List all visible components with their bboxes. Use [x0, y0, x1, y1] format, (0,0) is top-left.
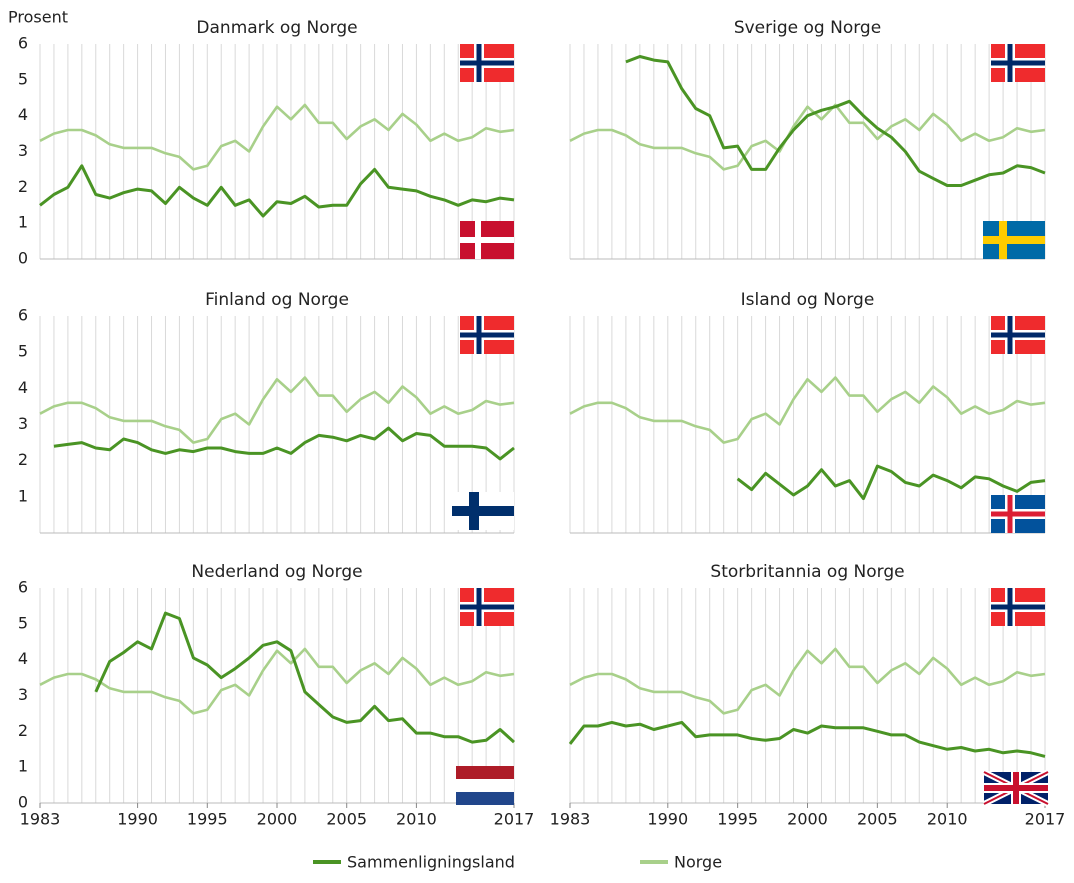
- flag-se: [983, 221, 1045, 259]
- legend-label: Norge: [674, 853, 722, 872]
- series-line: [569, 647, 1046, 715]
- series-line: [53, 426, 515, 461]
- x-tick-label: 1990: [117, 810, 158, 829]
- flag-no: [460, 44, 514, 82]
- series-line: [39, 164, 515, 218]
- x-tick-label: 2005: [326, 810, 367, 829]
- x-tick-label: 2017: [494, 810, 535, 829]
- y-tick-label: 6: [18, 306, 28, 325]
- chart-title: Storbritannia og Norge: [710, 562, 904, 582]
- flag-no: [991, 44, 1045, 82]
- x-tick-label: 2010: [396, 810, 437, 829]
- flag-part: [991, 332, 1045, 338]
- y-tick-label: 2: [18, 177, 28, 196]
- flag-dk: [460, 221, 514, 259]
- flag-part: [456, 792, 514, 805]
- series-line: [94, 611, 516, 744]
- flag-uk: [982, 769, 1050, 807]
- y-tick-label: 5: [18, 613, 28, 632]
- flag-part: [452, 506, 514, 516]
- flag-nl: [456, 766, 514, 805]
- y-tick-label: 6: [18, 34, 28, 53]
- chart-title: Nederland og Norge: [191, 562, 362, 582]
- y-tick-label: 6: [18, 578, 28, 597]
- series-line: [625, 55, 1046, 187]
- chart-title: Sverige og Norge: [734, 18, 881, 38]
- series-line: [39, 647, 515, 715]
- flag-part: [991, 511, 1045, 517]
- flag-is: [991, 495, 1045, 533]
- flag-no: [460, 588, 514, 626]
- y-tick-label: 4: [18, 105, 28, 124]
- series-line: [39, 103, 515, 171]
- x-tick-label: 1995: [717, 810, 758, 829]
- chart-title: Danmark og Norge: [196, 18, 357, 38]
- x-tick-label: 2000: [787, 810, 828, 829]
- y-tick-label: 5: [18, 342, 28, 361]
- flag-fi: [452, 492, 514, 530]
- y-tick-label: 1: [18, 757, 28, 776]
- flag-no: [991, 588, 1045, 626]
- flag-no: [991, 316, 1045, 354]
- x-tick-label: 1995: [187, 810, 228, 829]
- series-line: [569, 103, 1046, 171]
- flag-part: [460, 237, 514, 243]
- flag-part: [456, 779, 514, 792]
- chart-title: Island og Norge: [741, 290, 875, 310]
- y-axis-label: Prosent: [8, 8, 68, 27]
- y-tick-label: 4: [18, 649, 28, 668]
- y-tick-label: 1: [18, 486, 28, 505]
- y-tick-label: 4: [18, 378, 28, 397]
- x-tick-label: 1983: [550, 810, 591, 829]
- series-line: [569, 376, 1046, 444]
- y-tick-label: 3: [18, 685, 28, 704]
- flag-part: [460, 604, 514, 610]
- series-line: [568, 720, 1046, 758]
- y-tick-label: 3: [18, 414, 28, 433]
- x-tick-label: 2005: [857, 810, 898, 829]
- flag-part: [991, 604, 1045, 610]
- flag-no: [460, 316, 514, 354]
- y-tick-label: 5: [18, 69, 28, 88]
- series-line: [736, 464, 1046, 501]
- chart-title: Finland og Norge: [205, 290, 349, 310]
- flag-part: [460, 332, 514, 338]
- y-tick-label: 2: [18, 721, 28, 740]
- x-tick-label: 1983: [20, 810, 61, 829]
- y-tick-label: 3: [18, 141, 28, 160]
- y-tick-label: 2: [18, 450, 28, 469]
- x-tick-label: 2017: [1025, 810, 1066, 829]
- y-tick-label: 1: [18, 213, 28, 232]
- legend-label: Sammenligningsland: [347, 853, 515, 872]
- y-tick-label: 0: [18, 793, 28, 812]
- flag-part: [460, 60, 514, 66]
- y-tick-label: 0: [18, 249, 28, 268]
- flag-part: [991, 60, 1045, 66]
- series-line: [39, 376, 515, 444]
- flag-part: [456, 766, 514, 779]
- x-tick-label: 1990: [647, 810, 688, 829]
- flag-part: [984, 785, 1048, 791]
- x-tick-label: 2010: [927, 810, 968, 829]
- x-tick-label: 2000: [257, 810, 298, 829]
- flag-part: [983, 236, 1045, 244]
